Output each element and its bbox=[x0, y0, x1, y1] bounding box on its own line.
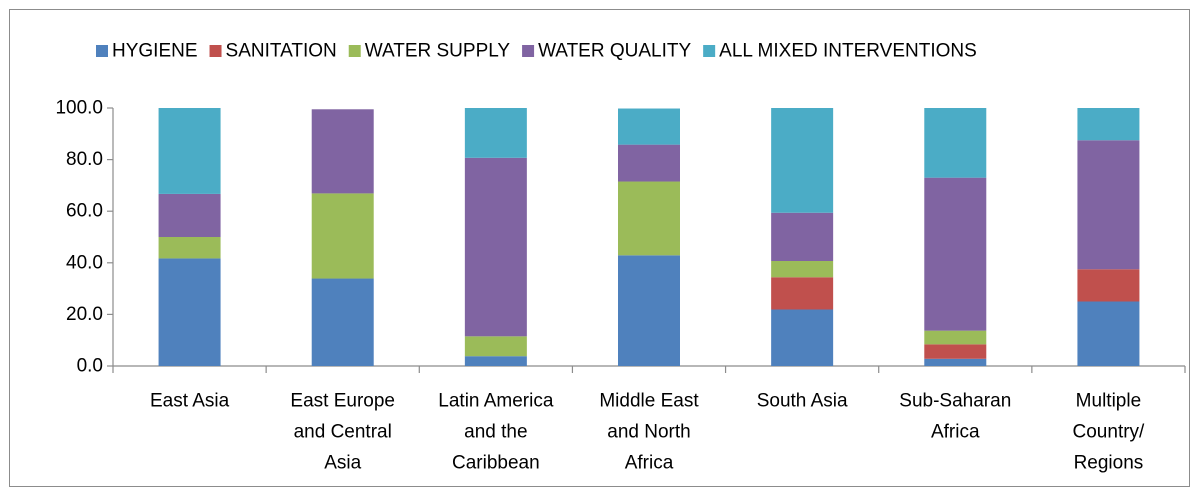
x-tick-label: and Central bbox=[294, 422, 392, 443]
y-tick-label: 20.0 bbox=[66, 304, 103, 325]
legend-label-water-quality: WATER QUALITY bbox=[538, 41, 691, 62]
bar-water-quality bbox=[311, 109, 374, 194]
bar-all-mixed-interventions bbox=[158, 108, 221, 194]
x-tick-label: South Asia bbox=[757, 391, 848, 412]
x-tick-label: Regions bbox=[1074, 453, 1144, 474]
y-tick-label: 60.0 bbox=[66, 201, 103, 222]
y-tick-label: 40.0 bbox=[66, 252, 103, 273]
legend-label-water-supply: WATER SUPPLY bbox=[365, 41, 511, 62]
bar-water-supply bbox=[924, 330, 987, 345]
bar-water-supply bbox=[158, 237, 221, 259]
bar-all-mixed-interventions bbox=[1077, 108, 1140, 141]
y-tick-label: 100.0 bbox=[55, 98, 103, 119]
bar-water-supply bbox=[311, 193, 374, 279]
x-tick-label: Country/ bbox=[1073, 422, 1146, 443]
bar-water-quality bbox=[924, 177, 987, 331]
bar-sanitation bbox=[924, 344, 987, 359]
x-tick-label: Africa bbox=[625, 453, 674, 474]
bar-hygiene bbox=[464, 356, 527, 366]
x-tick-label: East Europe bbox=[290, 391, 395, 412]
legend-swatch-water-supply bbox=[348, 45, 361, 57]
bar-hygiene bbox=[771, 309, 834, 366]
bar-all-mixed-interventions bbox=[924, 108, 987, 178]
bar-water-supply bbox=[618, 181, 680, 256]
bar-water-supply bbox=[771, 260, 834, 278]
legend-swatch-hygiene bbox=[96, 45, 108, 57]
bar-sanitation bbox=[1077, 269, 1140, 302]
legend-label-hygiene: HYGIENE bbox=[112, 41, 198, 62]
bar-water-quality bbox=[1077, 140, 1140, 270]
x-tick-label: Middle East bbox=[599, 391, 699, 412]
legend-swatch-all-mixed-interventions bbox=[703, 45, 716, 57]
x-tick-label: Multiple bbox=[1076, 391, 1141, 412]
y-tick-label: 80.0 bbox=[66, 149, 103, 170]
bar-hygiene bbox=[158, 258, 221, 366]
x-tick-label: Africa bbox=[931, 422, 980, 443]
bar-all-mixed-interventions bbox=[464, 108, 527, 158]
x-tick-label: Sub-Saharan bbox=[899, 391, 1011, 412]
x-tick-label: Asia bbox=[324, 453, 361, 474]
x-tick-label: and the bbox=[464, 422, 527, 443]
bar-sanitation bbox=[771, 277, 834, 310]
x-tick-label: Caribbean bbox=[452, 453, 540, 474]
bar-hygiene bbox=[1077, 301, 1140, 366]
x-tick-label: and North bbox=[607, 422, 690, 443]
bar-water-supply bbox=[464, 336, 527, 357]
bar-all-mixed-interventions bbox=[771, 108, 834, 213]
bar-hygiene bbox=[311, 278, 374, 366]
legend-swatch-water-quality bbox=[522, 45, 535, 57]
x-tick-label: East Asia bbox=[150, 391, 230, 412]
bar-hygiene bbox=[618, 255, 680, 366]
x-tick-label: Latin America bbox=[438, 391, 554, 412]
bar-hygiene bbox=[924, 358, 987, 366]
legend-swatch-sanitation bbox=[209, 45, 222, 57]
bar-water-quality bbox=[464, 157, 527, 337]
legend-label-sanitation: SANITATION bbox=[226, 41, 337, 62]
y-tick-label: 0.0 bbox=[77, 356, 103, 377]
bar-all-mixed-interventions bbox=[618, 108, 680, 145]
bar-water-quality bbox=[618, 144, 680, 182]
bar-water-quality bbox=[158, 193, 221, 237]
legend-label-all-mixed-interventions: ALL MIXED INTERVENTIONS bbox=[719, 41, 977, 62]
bar-water-quality bbox=[771, 212, 834, 261]
